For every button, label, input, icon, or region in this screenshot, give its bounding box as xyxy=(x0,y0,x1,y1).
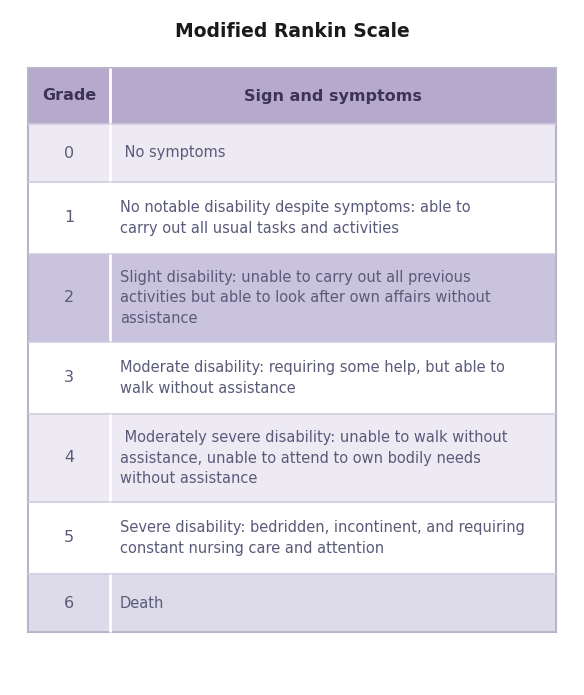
Bar xyxy=(28,68,556,632)
Bar xyxy=(28,124,110,182)
Text: Grade: Grade xyxy=(42,88,96,104)
Bar xyxy=(28,254,110,342)
Bar xyxy=(110,414,556,502)
Bar xyxy=(110,68,556,124)
Text: Death: Death xyxy=(120,596,164,610)
Text: 4: 4 xyxy=(64,450,74,466)
Bar xyxy=(28,414,110,502)
Bar xyxy=(110,574,556,632)
Bar xyxy=(28,68,110,124)
Text: No notable disability despite symptoms: able to
carry out all usual tasks and ac: No notable disability despite symptoms: … xyxy=(120,200,471,236)
Text: 0: 0 xyxy=(64,145,74,161)
Bar xyxy=(28,502,110,574)
Text: 5: 5 xyxy=(64,530,74,546)
Text: 3: 3 xyxy=(64,370,74,386)
Bar xyxy=(110,124,556,182)
Text: No symptoms: No symptoms xyxy=(120,145,225,161)
Bar xyxy=(28,574,110,632)
Text: 1: 1 xyxy=(64,211,74,225)
Text: Modified Rankin Scale: Modified Rankin Scale xyxy=(175,22,409,41)
Text: 2: 2 xyxy=(64,291,74,306)
Bar xyxy=(110,502,556,574)
Text: Moderately severe disability: unable to walk without
assistance, unable to atten: Moderately severe disability: unable to … xyxy=(120,430,507,486)
Bar xyxy=(28,182,110,254)
Text: Sign and symptoms: Sign and symptoms xyxy=(244,88,422,104)
Bar xyxy=(110,182,556,254)
Text: Severe disability: bedridden, incontinent, and requiring
constant nursing care a: Severe disability: bedridden, incontinen… xyxy=(120,521,524,556)
Text: 6: 6 xyxy=(64,596,74,610)
Bar xyxy=(28,342,110,414)
Text: Moderate disability: requiring some help, but able to
walk without assistance: Moderate disability: requiring some help… xyxy=(120,360,505,395)
Bar xyxy=(110,254,556,342)
Bar xyxy=(110,342,556,414)
Text: Slight disability: unable to carry out all previous
activities but able to look : Slight disability: unable to carry out a… xyxy=(120,270,491,326)
